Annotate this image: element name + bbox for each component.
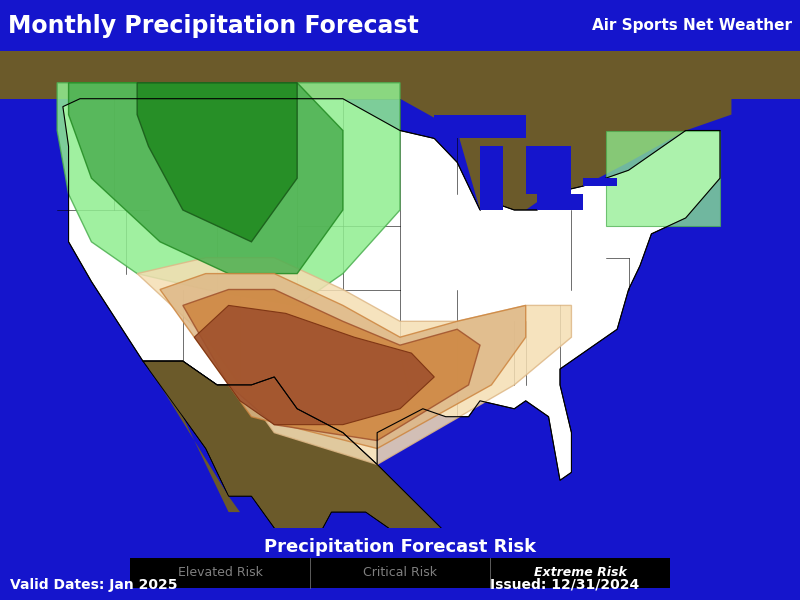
Polygon shape bbox=[526, 146, 571, 194]
Polygon shape bbox=[63, 98, 720, 480]
Polygon shape bbox=[583, 178, 617, 186]
Polygon shape bbox=[137, 83, 297, 242]
Polygon shape bbox=[480, 146, 503, 210]
Polygon shape bbox=[137, 258, 571, 464]
Polygon shape bbox=[160, 274, 526, 449]
Polygon shape bbox=[480, 146, 503, 210]
Bar bbox=[130, 558, 670, 588]
Text: Air Sports Net Weather: Air Sports Net Weather bbox=[592, 18, 792, 33]
Polygon shape bbox=[194, 305, 434, 425]
Polygon shape bbox=[434, 115, 526, 139]
Polygon shape bbox=[69, 83, 343, 274]
Polygon shape bbox=[537, 194, 583, 210]
Text: Precipitation Forecast Risk: Precipitation Forecast Risk bbox=[264, 538, 536, 556]
Text: Extreme Risk: Extreme Risk bbox=[534, 566, 626, 580]
Bar bbox=[0, 51, 800, 98]
Polygon shape bbox=[583, 178, 617, 186]
Text: Monthly Precipitation Forecast: Monthly Precipitation Forecast bbox=[8, 13, 418, 37]
Polygon shape bbox=[183, 289, 480, 440]
Polygon shape bbox=[143, 361, 537, 600]
Text: Issued: 12/31/2024: Issued: 12/31/2024 bbox=[490, 578, 639, 592]
Polygon shape bbox=[606, 130, 720, 226]
Text: Critical Risk: Critical Risk bbox=[363, 566, 437, 580]
Text: Elevated Risk: Elevated Risk bbox=[178, 566, 262, 580]
Polygon shape bbox=[57, 83, 400, 305]
Polygon shape bbox=[149, 369, 240, 512]
Polygon shape bbox=[57, 83, 731, 210]
Polygon shape bbox=[537, 194, 583, 210]
Polygon shape bbox=[526, 146, 571, 194]
Polygon shape bbox=[434, 115, 526, 139]
Text: Valid Dates: Jan 2025: Valid Dates: Jan 2025 bbox=[10, 578, 178, 592]
